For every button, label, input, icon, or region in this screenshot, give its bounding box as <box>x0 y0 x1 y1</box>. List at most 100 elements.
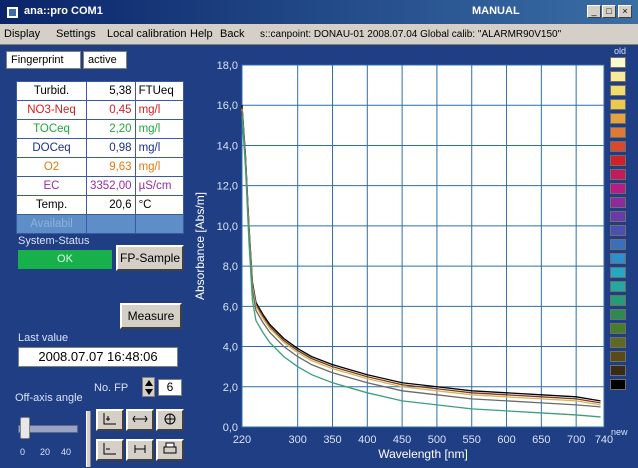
off-axis-slider-track[interactable] <box>18 425 78 433</box>
slider-tick: 0 <box>20 447 26 457</box>
station-info: s::canpoint: DONAU-01 2008.07.04 Global … <box>260 29 562 40</box>
colorbar-swatch[interactable] <box>610 309 626 320</box>
x-tick-label: 400 <box>358 434 376 446</box>
colorbar-swatch[interactable] <box>610 155 626 166</box>
y-tick-label: 16,0 <box>217 100 238 112</box>
app-icon <box>6 6 19 19</box>
off-axis-slider-thumb[interactable] <box>20 417 30 439</box>
colorbar-swatch[interactable] <box>610 99 626 110</box>
measurement-unit: mg/l <box>134 100 184 120</box>
absorbance-chart: 220 300 350 400 450 500 550 600 650 700 740 0,0 2,0 4… <box>193 60 613 461</box>
measurement-name: NO3-Neq <box>16 100 87 120</box>
x-tick-label: 650 <box>532 434 550 446</box>
measurement-row: DOCeq 0,98 mg/l <box>16 138 184 158</box>
colorbar-swatch[interactable] <box>610 225 626 236</box>
measurement-name: Availabil <box>16 214 87 234</box>
fp-number-spinner[interactable] <box>142 377 155 397</box>
colorbar-swatch[interactable] <box>610 267 626 278</box>
measure-button[interactable]: Measure <box>120 303 182 329</box>
y-axis-label: Absorbance [Abs/m] <box>193 192 207 300</box>
y-tick-label: 10,0 <box>217 221 238 233</box>
colorbar-swatch[interactable] <box>610 113 626 124</box>
measurement-row: O2 9,63 mg/l <box>16 157 184 177</box>
reset-icon[interactable] <box>126 439 154 461</box>
close-button[interactable]: × <box>618 5 632 18</box>
mode-indicator: MANUAL <box>472 5 520 17</box>
y-tick-label: 2,0 <box>223 382 238 394</box>
zoom-in-icon[interactable] <box>96 409 124 431</box>
fit-icon[interactable] <box>126 409 154 431</box>
colorbar-swatch[interactable] <box>610 239 626 250</box>
colorbar-swatch[interactable] <box>610 281 626 292</box>
toolbar-separator <box>86 411 91 467</box>
colorbar-swatch[interactable] <box>610 141 626 152</box>
title-bar: ana::pro COM1 MANUAL _ □ × <box>0 0 638 24</box>
measurement-value: 2,20 <box>86 119 136 139</box>
print-icon[interactable] <box>156 439 184 461</box>
fp-number-field[interactable]: 6 <box>158 379 182 396</box>
minimize-button[interactable]: _ <box>587 5 601 18</box>
measurement-row: TOCeq 2,20 mg/l <box>16 119 184 139</box>
menu-settings[interactable]: Settings <box>56 28 96 40</box>
pan-icon[interactable] <box>156 409 184 431</box>
window-title: ana::pro COM1 <box>24 5 103 17</box>
x-tick-label: 220 <box>233 434 251 446</box>
colorbar-swatch[interactable] <box>610 337 626 348</box>
menu-back[interactable]: Back <box>220 28 245 40</box>
measurement-name: TOCeq <box>16 119 87 139</box>
colorbar-swatch[interactable] <box>610 71 626 82</box>
colorbar-swatch[interactable] <box>610 323 626 334</box>
x-tick-label: 450 <box>393 434 411 446</box>
colorbar-bottom-label: new <box>611 427 628 437</box>
colorbar-swatch[interactable] <box>610 365 626 376</box>
measurement-value <box>86 214 136 234</box>
colorbar-swatch[interactable] <box>610 379 626 390</box>
system-status-label: System-Status <box>18 235 90 247</box>
measurement-value: 20,6 <box>86 195 136 215</box>
y-tick-label: 18,0 <box>217 60 238 72</box>
menu-help[interactable]: Help <box>190 28 213 40</box>
menu-local-calibration[interactable]: Local calibration <box>107 28 187 40</box>
y-tick-label: 6,0 <box>223 301 238 313</box>
colorbar-swatch[interactable] <box>610 351 626 362</box>
measurement-name: O2 <box>16 157 87 177</box>
colorbar-swatch[interactable] <box>610 295 626 306</box>
slider-tick: 40 <box>61 447 72 457</box>
measurement-name: EC <box>16 176 87 196</box>
x-tick-label: 550 <box>463 434 481 446</box>
y-tick-label: 0,0 <box>223 422 238 434</box>
fp-sample-button[interactable]: FP-Sample <box>116 245 184 271</box>
x-tick-label: 350 <box>323 434 341 446</box>
y-tick-label: 4,0 <box>223 342 238 354</box>
fingerprint-color-bar <box>610 57 628 393</box>
x-tick-label: 500 <box>428 434 446 446</box>
colorbar-swatch[interactable] <box>610 183 626 194</box>
menu-display[interactable]: Display <box>4 28 41 40</box>
colorbar-swatch[interactable] <box>610 197 626 208</box>
x-tick-label: 600 <box>497 434 515 446</box>
measurement-value: 3352,00 <box>86 176 136 196</box>
fingerprint-label: Fingerprint <box>6 51 81 69</box>
slider-tick: 20 <box>40 447 51 457</box>
maximize-button[interactable]: □ <box>602 5 616 18</box>
measurement-unit: mg/l <box>134 157 184 177</box>
measurement-unit: mg/l <box>134 119 184 139</box>
colorbar-swatch[interactable] <box>610 211 626 222</box>
x-tick-label: 700 <box>567 434 585 446</box>
measurement-row: Availabil <box>16 214 184 234</box>
measurement-unit: FTUeq <box>134 81 184 101</box>
left-panel: Fingerprint active Turbid. 5,38 FTUeq NO3-N… <box>0 45 190 468</box>
colorbar-swatch[interactable] <box>610 169 626 180</box>
colorbar-swatch[interactable] <box>610 57 626 68</box>
fingerprint-state[interactable]: active <box>83 51 127 69</box>
colorbar-swatch[interactable] <box>610 127 626 138</box>
measurement-table: Turbid. 5,38 FTUeq NO3-Neq 0,45 mg/l TOCeq 2,20… <box>16 81 184 234</box>
colorbar-top-label: old <box>614 46 627 56</box>
measurement-row: Turbid. 5,38 FTUeq <box>16 81 184 101</box>
colorbar-swatch[interactable] <box>610 253 626 264</box>
spectrum-line <box>241 115 601 418</box>
x-axis-label: Wavelength [nm] <box>378 447 468 461</box>
zoom-out-icon[interactable] <box>96 439 124 461</box>
colorbar-swatch[interactable] <box>610 85 626 96</box>
y-tick-label: 12,0 <box>217 181 238 193</box>
